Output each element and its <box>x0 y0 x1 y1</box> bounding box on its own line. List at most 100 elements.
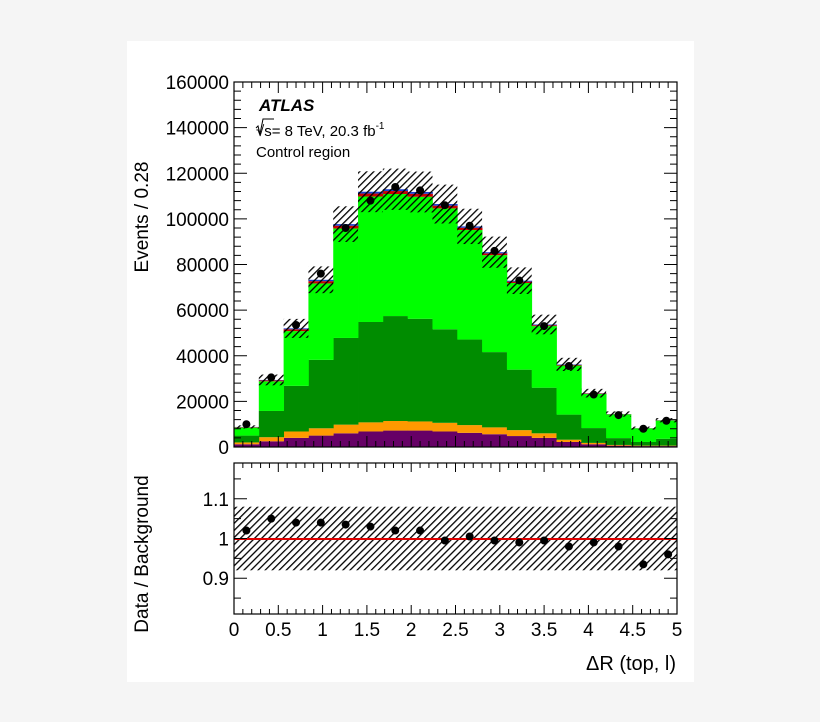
histogram-bar-segment <box>333 424 359 434</box>
ratio-point <box>589 538 598 547</box>
data-point <box>242 420 251 429</box>
data-point <box>614 411 623 420</box>
histogram-bar-segment <box>482 427 508 435</box>
histogram-bar-segment <box>655 438 678 446</box>
histogram-bar-segment <box>258 437 285 442</box>
y-tick-label: 40000 <box>176 347 229 368</box>
ratio-point <box>316 518 325 527</box>
data-point <box>465 221 474 230</box>
x-tick-label: 3 <box>495 620 506 641</box>
ratio-point <box>639 560 648 569</box>
histogram-bar-segment <box>308 435 334 447</box>
histogram-bar-segment <box>482 255 508 353</box>
histogram-bar-segment <box>581 428 607 443</box>
histogram-bar-segment <box>630 428 657 442</box>
ratio-point <box>664 550 673 559</box>
histogram-bar-segment <box>283 385 309 432</box>
histogram-bar-segment <box>382 316 409 421</box>
y-tick-label: 120000 <box>166 164 229 185</box>
data-point <box>515 276 524 285</box>
data-point <box>316 269 325 278</box>
histogram-bar-segment <box>258 441 285 447</box>
histogram-bar-segment <box>407 430 433 447</box>
histogram-bar-segment <box>531 387 557 434</box>
y-tick-label: 60000 <box>176 301 229 322</box>
histogram-bar-segment <box>308 428 334 436</box>
ratio-y-axis-title: Data / Background <box>132 475 153 632</box>
histogram-bar-segment <box>457 339 483 426</box>
histogram-bar-segment <box>457 230 483 340</box>
uncertainty-hatch <box>358 171 383 213</box>
x-tick-label: 4.5 <box>619 620 645 641</box>
y-tick-label: 0 <box>218 438 229 459</box>
data-point <box>662 416 671 425</box>
histogram-bar-segment <box>457 432 483 447</box>
region-label: Control region <box>256 144 350 161</box>
histogram-bar-segment <box>358 321 384 423</box>
histogram-bar-segment <box>606 438 632 445</box>
histogram-bar-segment <box>606 445 632 447</box>
histogram-bar-segment <box>655 420 678 439</box>
ratio-point <box>515 538 524 547</box>
ratio-point <box>440 536 449 545</box>
ratio-data-points <box>242 514 673 569</box>
histogram-bar-segment <box>482 434 508 447</box>
energy-lumi-label: √s= 8 TeV, 20.3 fb-1 <box>256 121 385 140</box>
histogram-bar-segment <box>506 369 533 431</box>
data-point <box>440 201 449 210</box>
upper-y-tick-labels: 0 20000 40000 60000 80000 100000 120000 140000 1… <box>166 73 229 459</box>
histogram-bar-segment <box>283 431 309 438</box>
ratio-point <box>540 536 549 545</box>
ratio-point <box>564 542 573 551</box>
histogram-bar-segment <box>382 194 409 317</box>
histogram-bar-segment <box>283 331 309 386</box>
histogram-bar-segment <box>556 441 582 447</box>
x-tick-label: 2.5 <box>442 620 468 641</box>
ratio-point <box>416 526 425 535</box>
data-point <box>267 373 276 382</box>
histogram-bar-segment <box>432 422 458 432</box>
x-tick-label: 5 <box>672 620 683 641</box>
y-tick-label: 160000 <box>166 73 229 94</box>
data-points <box>242 182 671 433</box>
ratio-point <box>242 526 251 535</box>
histogram-bar-segment <box>407 421 433 431</box>
histogram-bar-segment <box>234 442 260 445</box>
histogram-bar-segment <box>308 283 334 360</box>
histogram-bar-segment <box>407 318 433 422</box>
y-tick-label: 20000 <box>176 392 229 413</box>
histogram-bar-segment <box>581 393 607 429</box>
histogram-bar-segment <box>258 381 285 411</box>
histogram-bar-segment <box>606 444 632 446</box>
histogram-bar-segment <box>506 436 533 447</box>
histogram-bar-segment <box>531 326 557 388</box>
x-tick-label: 0 <box>229 620 240 641</box>
ratio-y-tick-label: 1.1 <box>203 490 229 511</box>
ratio-point <box>341 520 350 529</box>
x-tick-labels: 0 0.5 1 1.5 2 2.5 3 3.5 4 4.5 5 <box>229 620 683 641</box>
histogram-bar-segment <box>506 430 533 437</box>
stacked-histogram <box>234 189 678 447</box>
histogram-bar-segment <box>630 441 657 446</box>
histogram-bar-segment <box>556 365 582 415</box>
data-point <box>589 390 598 399</box>
histogram-bar-segment <box>333 337 359 425</box>
ratio-y-tick-label: 1 <box>218 530 229 551</box>
histogram-bar-segment <box>234 444 260 447</box>
upper-axis-ticks <box>233 81 678 448</box>
histogram-bar-segment <box>333 228 359 338</box>
ratio-point <box>490 536 499 545</box>
energy-lumi-text: √s= 8 TeV, 20.3 fb <box>256 123 376 140</box>
histogram-bar-segment <box>258 410 285 438</box>
x-tick-label: 2 <box>406 620 417 641</box>
x-tick-label: 0.5 <box>265 620 291 641</box>
x-tick-label: 4 <box>583 620 594 641</box>
atlas-label: ATLAS <box>258 96 315 115</box>
sqrt-symbol-icon <box>255 118 274 135</box>
histogram-bar-segment <box>432 329 458 423</box>
histogram-bar-segment <box>531 433 557 438</box>
histogram-bar-segment <box>432 431 458 447</box>
x-tick-label: 1.5 <box>354 620 380 641</box>
histogram-bar-segment <box>581 442 607 445</box>
